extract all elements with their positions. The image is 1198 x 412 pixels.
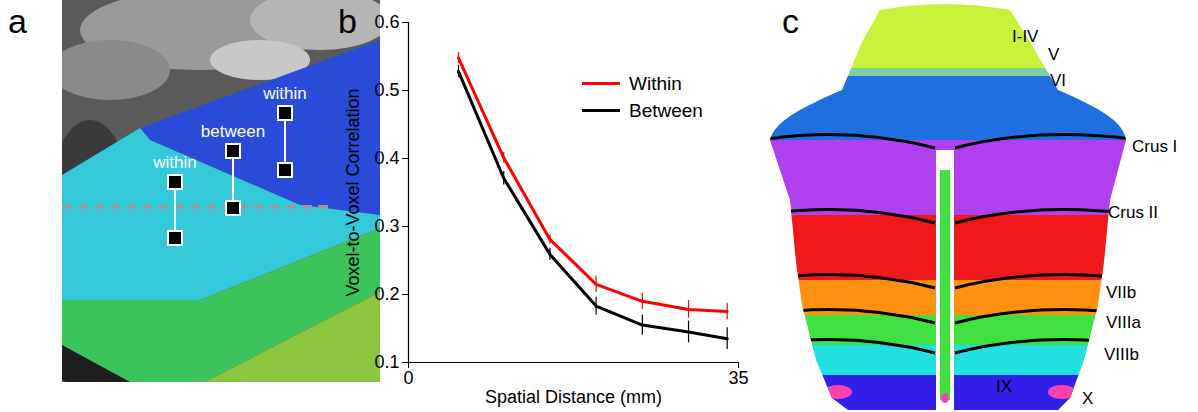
svg-text:V: V [1048, 45, 1060, 64]
svg-text:VI: VI [1050, 71, 1066, 90]
svg-text:0.1: 0.1 [374, 352, 399, 372]
svg-text:Crus II: Crus II [1108, 203, 1158, 222]
svg-text:0.4: 0.4 [374, 148, 399, 168]
svg-text:Spatial Distance (mm): Spatial Distance (mm) [485, 387, 662, 407]
svg-text:Crus I: Crus I [1132, 137, 1177, 156]
svg-text:within: within [262, 84, 306, 103]
html-text:Between: Between [629, 99, 703, 121]
svg-text:VIIIa: VIIIa [1106, 313, 1142, 332]
svg-text:0.2: 0.2 [374, 284, 399, 304]
html-text:Within: Within [629, 72, 682, 94]
svg-text:IX: IX [996, 377, 1012, 396]
svg-text:0.6: 0.6 [374, 12, 399, 32]
svg-text:between: between [201, 122, 265, 141]
svg-text:I-IV: I-IV [1012, 27, 1039, 46]
svg-text:VIIb: VIIb [1106, 283, 1136, 302]
svg-text:X: X [1082, 389, 1093, 408]
html-text:b: b [338, 2, 357, 40]
svg-text:35: 35 [728, 368, 748, 388]
svg-text:within: within [152, 153, 196, 172]
svg-text:0.3: 0.3 [374, 216, 399, 236]
html-text:a: a [8, 2, 27, 40]
svg-text:Voxel-to-Voxel Correlation: Voxel-to-Voxel Correlation [343, 88, 363, 296]
svg-text:VIIIb: VIIIb [1104, 345, 1139, 364]
html-text:c: c [782, 2, 799, 40]
svg-text:0.5: 0.5 [374, 80, 399, 100]
svg-text:0: 0 [403, 368, 413, 388]
